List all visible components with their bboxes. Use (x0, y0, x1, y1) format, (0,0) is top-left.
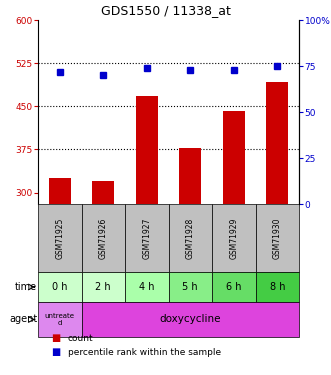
Bar (256, 272, 299, 302)
Bar (256, 204, 299, 272)
Text: GSM71927: GSM71927 (142, 217, 151, 259)
Bar (223, 111, 245, 204)
Bar (136, 96, 158, 204)
Bar (81, 204, 125, 272)
Text: 2 h: 2 h (95, 282, 111, 292)
Text: agent: agent (9, 315, 37, 324)
Bar (49, 178, 71, 204)
Text: GSM71928: GSM71928 (186, 217, 195, 259)
Bar (92, 181, 114, 204)
Text: GSM71926: GSM71926 (99, 217, 108, 259)
Text: 0 h: 0 h (52, 282, 68, 292)
Bar (38, 204, 81, 272)
Bar (266, 82, 288, 204)
Bar (125, 272, 168, 302)
Text: GSM71925: GSM71925 (55, 217, 64, 259)
Text: ■: ■ (51, 347, 61, 357)
Bar (168, 272, 212, 302)
Bar (38, 272, 81, 302)
Bar (38, 302, 81, 337)
Bar (179, 148, 201, 204)
Text: doxycycline: doxycycline (160, 315, 221, 324)
Text: 4 h: 4 h (139, 282, 155, 292)
Bar (125, 204, 168, 272)
Bar (212, 272, 256, 302)
Bar (81, 302, 299, 337)
Text: 6 h: 6 h (226, 282, 242, 292)
Text: time: time (15, 282, 37, 292)
Bar (81, 272, 125, 302)
Text: GDS1550 / 11338_at: GDS1550 / 11338_at (101, 4, 230, 17)
Text: GSM71930: GSM71930 (273, 217, 282, 259)
Text: 5 h: 5 h (182, 282, 198, 292)
Text: count: count (68, 334, 93, 343)
Text: percentile rank within the sample: percentile rank within the sample (68, 348, 221, 357)
Text: GSM71929: GSM71929 (229, 217, 238, 259)
Text: ■: ■ (51, 333, 61, 343)
Bar (212, 204, 256, 272)
Text: 8 h: 8 h (269, 282, 285, 292)
Bar (168, 204, 212, 272)
Text: untreate
d: untreate d (45, 313, 75, 326)
